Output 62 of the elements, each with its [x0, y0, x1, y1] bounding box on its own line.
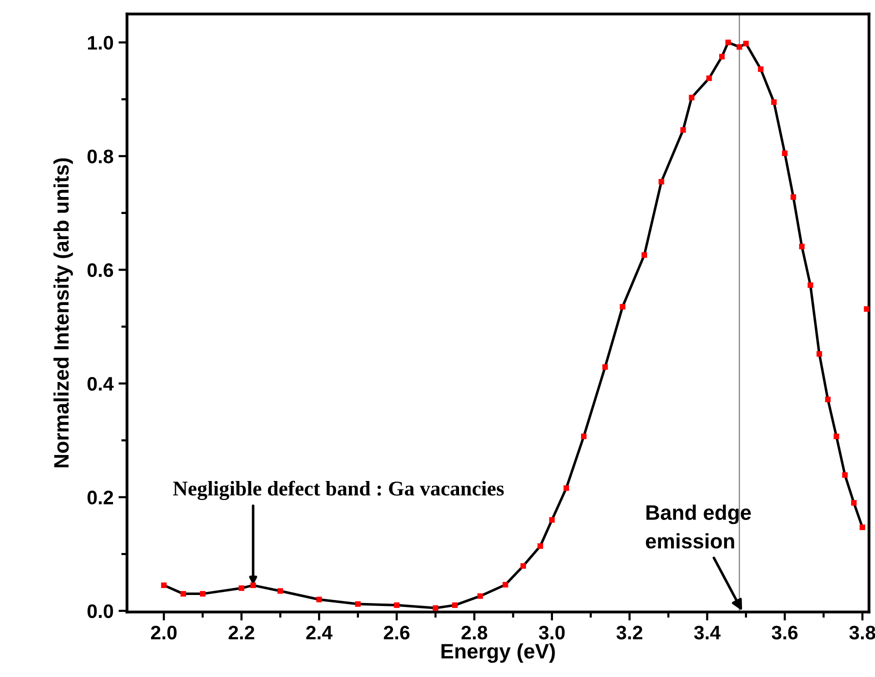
- point: [477, 593, 483, 599]
- point: [520, 563, 526, 569]
- point: [680, 127, 686, 133]
- x-axis-title: Energy (eV): [442, 643, 555, 663]
- point: [842, 472, 848, 478]
- point: [808, 282, 814, 288]
- point: [161, 582, 167, 588]
- x-tick-label: 2.8: [461, 626, 488, 640]
- x-tick-label: 3.8: [849, 626, 875, 640]
- point: [316, 596, 322, 602]
- point: [200, 591, 206, 597]
- point: [564, 485, 570, 491]
- point: [355, 601, 361, 607]
- point: [180, 591, 186, 597]
- point: [502, 582, 508, 588]
- point: [549, 517, 555, 523]
- x-tick-label: 3.6: [772, 626, 798, 640]
- point: [706, 75, 712, 82]
- x-tick-label: 2.6: [384, 626, 410, 640]
- point: [602, 364, 608, 370]
- point: [642, 252, 648, 258]
- point: [851, 500, 857, 506]
- y-tick-label: 0.6: [88, 263, 114, 278]
- point: [790, 194, 796, 200]
- point: [816, 351, 822, 357]
- y-tick-label: 0.4: [88, 376, 114, 391]
- point: [238, 585, 244, 591]
- x-tick-label: 3.0: [538, 626, 565, 640]
- x-tick-label: 2.0: [151, 626, 177, 640]
- x-tick-label: 3.4: [694, 626, 721, 640]
- x-tick-label: 2.2: [228, 626, 254, 640]
- x-tick-label: 2.4: [306, 626, 333, 640]
- point: [658, 178, 664, 184]
- point: [864, 306, 869, 312]
- point: [250, 582, 256, 588]
- y-tick-label: 1.0: [88, 36, 114, 50]
- point: [394, 602, 400, 608]
- y-tick-label: 0.2: [88, 490, 114, 504]
- point: [860, 524, 866, 530]
- point: [278, 588, 284, 594]
- point: [782, 150, 788, 156]
- point: [771, 99, 777, 105]
- point: [725, 40, 731, 46]
- point: [799, 244, 805, 250]
- annotation: Negligible defect band : Ga vacancies: [173, 480, 504, 500]
- point: [743, 40, 749, 46]
- point: [580, 434, 587, 440]
- point: [452, 602, 458, 608]
- point: [538, 543, 544, 549]
- point: [736, 44, 742, 50]
- point: [432, 605, 438, 611]
- point: [688, 94, 694, 100]
- annotation: Band edge emission: [646, 504, 751, 549]
- y-tick-label: 0.0: [88, 604, 114, 618]
- point: [825, 396, 831, 402]
- y-tick-label: 0.8: [88, 150, 114, 164]
- point: [758, 66, 764, 72]
- point: [719, 54, 725, 60]
- point: [834, 434, 840, 440]
- point: [620, 304, 626, 310]
- y-axis-title: Normalized Intensity (arb units): [53, 158, 73, 468]
- x-tick-label: 3.2: [616, 626, 642, 640]
